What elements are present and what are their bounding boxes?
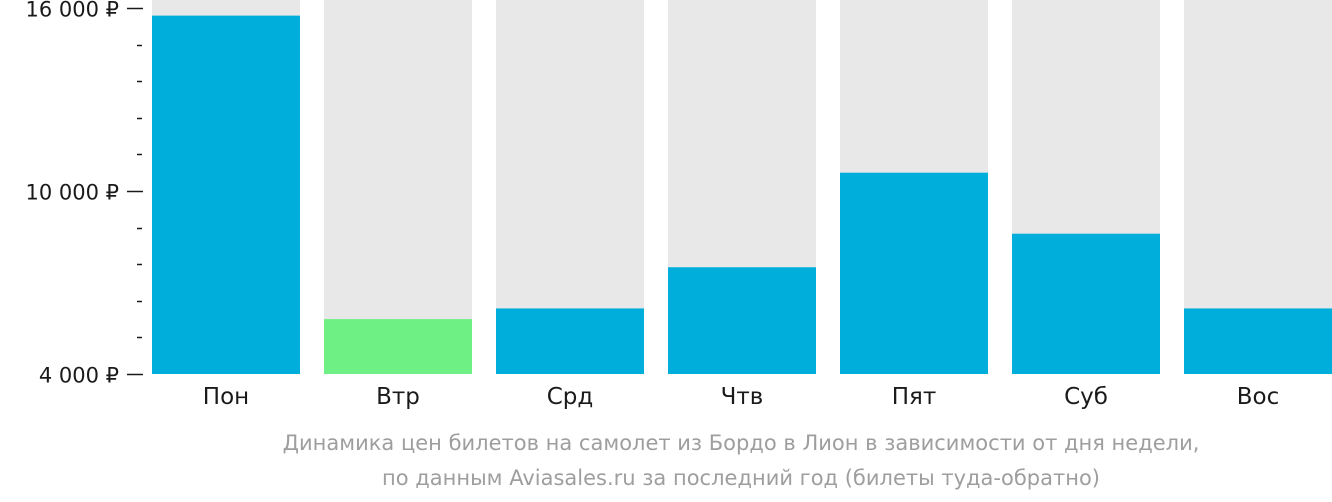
x-tick-label: Суб	[1064, 384, 1108, 410]
bar-Чтв[interactable]	[668, 267, 816, 374]
x-tick-label: Срд	[547, 384, 594, 410]
bar-Втр[interactable]	[324, 319, 472, 374]
y-tick-label: 16 000 ₽	[25, 0, 119, 22]
x-tick-label: Пон	[203, 384, 249, 410]
chart-caption-line-2: по данным Aviasales.ru за последний год …	[382, 466, 1100, 490]
x-tick-label: Вос	[1237, 384, 1280, 410]
bars	[152, 0, 1332, 374]
x-tick-label: Втр	[376, 384, 420, 410]
x-axis: Пон Втр Срд Чтв Пят Суб Вос	[203, 384, 1279, 410]
price-by-weekday-chart: 16 000 ₽ 10 000 ₽ 4 000 ₽ Пон Втр Срд Чтв Пят С…	[25, 0, 1332, 410]
bar-Суб[interactable]	[1012, 233, 1160, 374]
bar-Срд[interactable]	[496, 308, 644, 374]
bar-Пон[interactable]	[152, 15, 300, 374]
bar-Пят[interactable]	[840, 172, 988, 374]
y-tick-label: 10 000 ₽	[25, 181, 119, 205]
x-tick-label: Чтв	[721, 384, 764, 410]
chart-caption-line-1: Динамика цен билетов на самолет из Бордо…	[282, 431, 1200, 455]
bar-Вос[interactable]	[1184, 308, 1332, 374]
y-axis: 16 000 ₽ 10 000 ₽ 4 000 ₽	[25, 0, 143, 388]
y-tick-label: 4 000 ₽	[39, 364, 119, 388]
bar-track	[324, 0, 472, 374]
x-tick-label: Пят	[892, 384, 937, 410]
